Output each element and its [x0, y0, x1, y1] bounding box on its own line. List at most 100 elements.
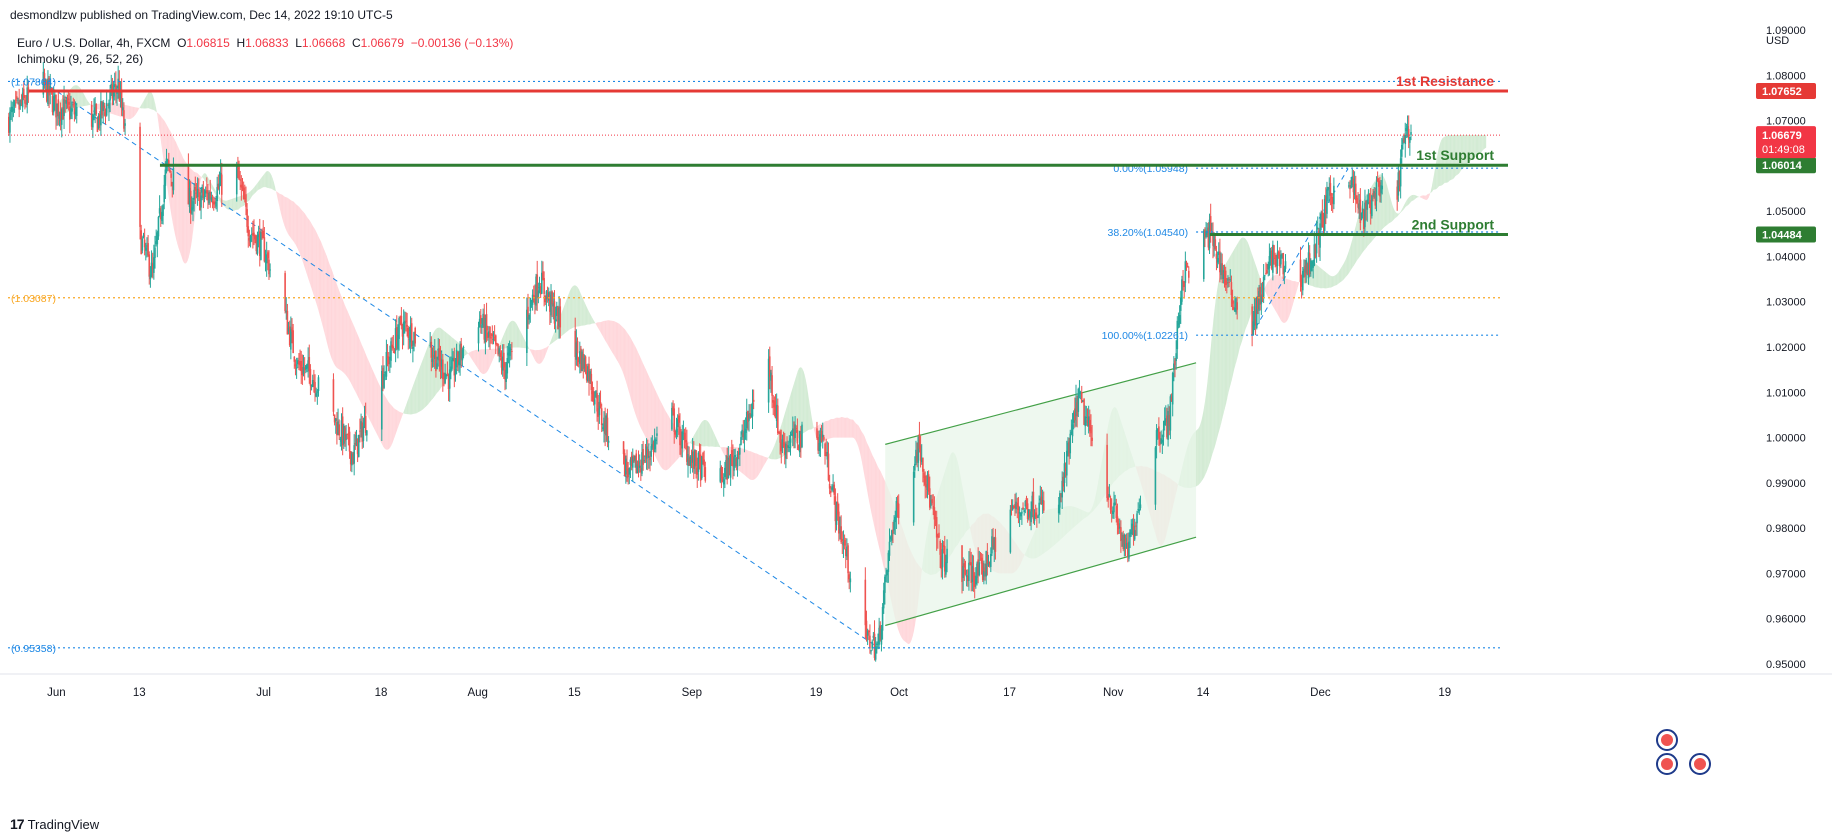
- candle-body: [505, 369, 507, 382]
- cloud-segment: [835, 417, 837, 438]
- candle-body: [1262, 276, 1265, 297]
- cloud-segment: [409, 391, 411, 415]
- cloud-segment: [1239, 238, 1241, 348]
- candle-body: [1010, 505, 1013, 511]
- cloud-segment: [83, 94, 86, 106]
- footer-brand[interactable]: 17 TradingView: [10, 816, 99, 832]
- candle-body: [1160, 438, 1162, 444]
- candle-body: [920, 457, 923, 463]
- cloud-segment: [1412, 194, 1414, 201]
- cloud-segment: [413, 382, 415, 415]
- cloud-segment: [570, 286, 573, 329]
- cloud-segment: [871, 452, 873, 519]
- cloud-segment: [843, 417, 845, 438]
- cloud-segment: [126, 105, 128, 120]
- cloud-segment: [369, 362, 371, 422]
- cloud-segment: [772, 447, 774, 460]
- cloud-segment: [1388, 190, 1390, 224]
- candle-body: [531, 294, 534, 305]
- candle-body: [541, 272, 543, 294]
- cloud-segment: [316, 232, 318, 308]
- candle-body: [299, 361, 301, 366]
- candle-body: [430, 341, 433, 358]
- cloud-segment: [628, 334, 630, 395]
- cloud-segment: [530, 349, 532, 354]
- cloud-segment: [370, 365, 372, 424]
- candle-body: [121, 107, 124, 111]
- cloud-segment: [80, 88, 82, 107]
- time-axis[interactable]: Jun 13 Jul 18 Aug 15 Sep 19 Oct 17 Nov 14 Dec 19: [0, 673, 1832, 699]
- cloud-segment: [1436, 152, 1438, 189]
- candle-body: [508, 347, 511, 356]
- cloud-segment: [272, 178, 274, 191]
- candle-body: [786, 444, 788, 449]
- candle-body: [484, 318, 487, 343]
- cloud-segment: [828, 419, 830, 439]
- cloud-segment: [248, 191, 250, 202]
- candle-body: [155, 241, 157, 244]
- candle-body: [801, 424, 803, 448]
- candle-body: [673, 408, 676, 432]
- candle-body: [1155, 430, 1158, 445]
- candle-body: [120, 90, 123, 109]
- candle-body: [742, 432, 745, 438]
- candle-body: [1075, 397, 1077, 417]
- candle-body: [385, 352, 388, 377]
- symbol-legend[interactable]: Euro / U.S. Dollar, 4h, FXCM O1.06815 H1…: [17, 36, 513, 50]
- economic-events[interactable]: [1656, 729, 1711, 775]
- candle-body: [781, 439, 784, 449]
- candle-body: [1017, 505, 1020, 511]
- candle-body: [779, 431, 781, 443]
- cloud-segment: [516, 324, 518, 348]
- cloud-segment: [77, 85, 79, 108]
- cloud-segment: [836, 417, 839, 438]
- candle-body: [1377, 180, 1380, 187]
- cloud-segment: [366, 354, 368, 415]
- cloud-segment: [1321, 268, 1323, 289]
- cloud-segment: [271, 175, 273, 190]
- candle-body: [672, 406, 674, 412]
- open-value: 1.06815: [186, 36, 230, 50]
- cloud-segment: [635, 346, 637, 418]
- cloud-segment: [158, 113, 160, 135]
- y-tick-label: 0.97000: [1766, 568, 1806, 580]
- candle-body: [1368, 202, 1371, 204]
- candle-body: [1127, 542, 1129, 557]
- candle-body: [671, 407, 673, 430]
- cloud-segment: [238, 196, 240, 210]
- candle-body: [348, 431, 351, 452]
- candle-body: [1139, 504, 1142, 509]
- candle-body: [675, 428, 678, 433]
- cloud-segment: [575, 285, 577, 327]
- cloud-segment: [661, 403, 664, 470]
- candle-body: [1107, 496, 1110, 500]
- candle-body: [1024, 501, 1027, 507]
- cloud-segment: [608, 320, 611, 349]
- candle-body: [1230, 282, 1233, 296]
- cloud-segment: [1268, 279, 1270, 301]
- cloud-segment: [1405, 200, 1407, 207]
- cloud-segment: [412, 385, 414, 415]
- cloud-segment: [651, 381, 653, 452]
- candle-body: [363, 417, 366, 428]
- candle-body: [691, 451, 694, 463]
- candle-body: [627, 468, 629, 478]
- candle-body: [456, 351, 459, 365]
- candle-body: [253, 232, 255, 237]
- price-axis[interactable]: USD1.090001.080001.070001.050001.040001.…: [1756, 25, 1816, 671]
- candle-body: [113, 84, 116, 88]
- candle-body: [1326, 189, 1328, 214]
- cloud-segment: [839, 417, 841, 438]
- candle-body: [698, 454, 701, 458]
- cloud-segment: [224, 200, 226, 208]
- candle-body: [1162, 429, 1165, 438]
- indicator-legend[interactable]: Ichimoku (9, 26, 52, 26): [17, 52, 144, 66]
- candle-body: [20, 99, 23, 104]
- candle-body: [817, 437, 819, 451]
- cloud-segment: [870, 449, 872, 513]
- cloud-segment: [414, 378, 416, 414]
- cloud-segment: [208, 177, 210, 186]
- cloud-segment: [1282, 276, 1284, 323]
- cloud-segment: [848, 418, 850, 438]
